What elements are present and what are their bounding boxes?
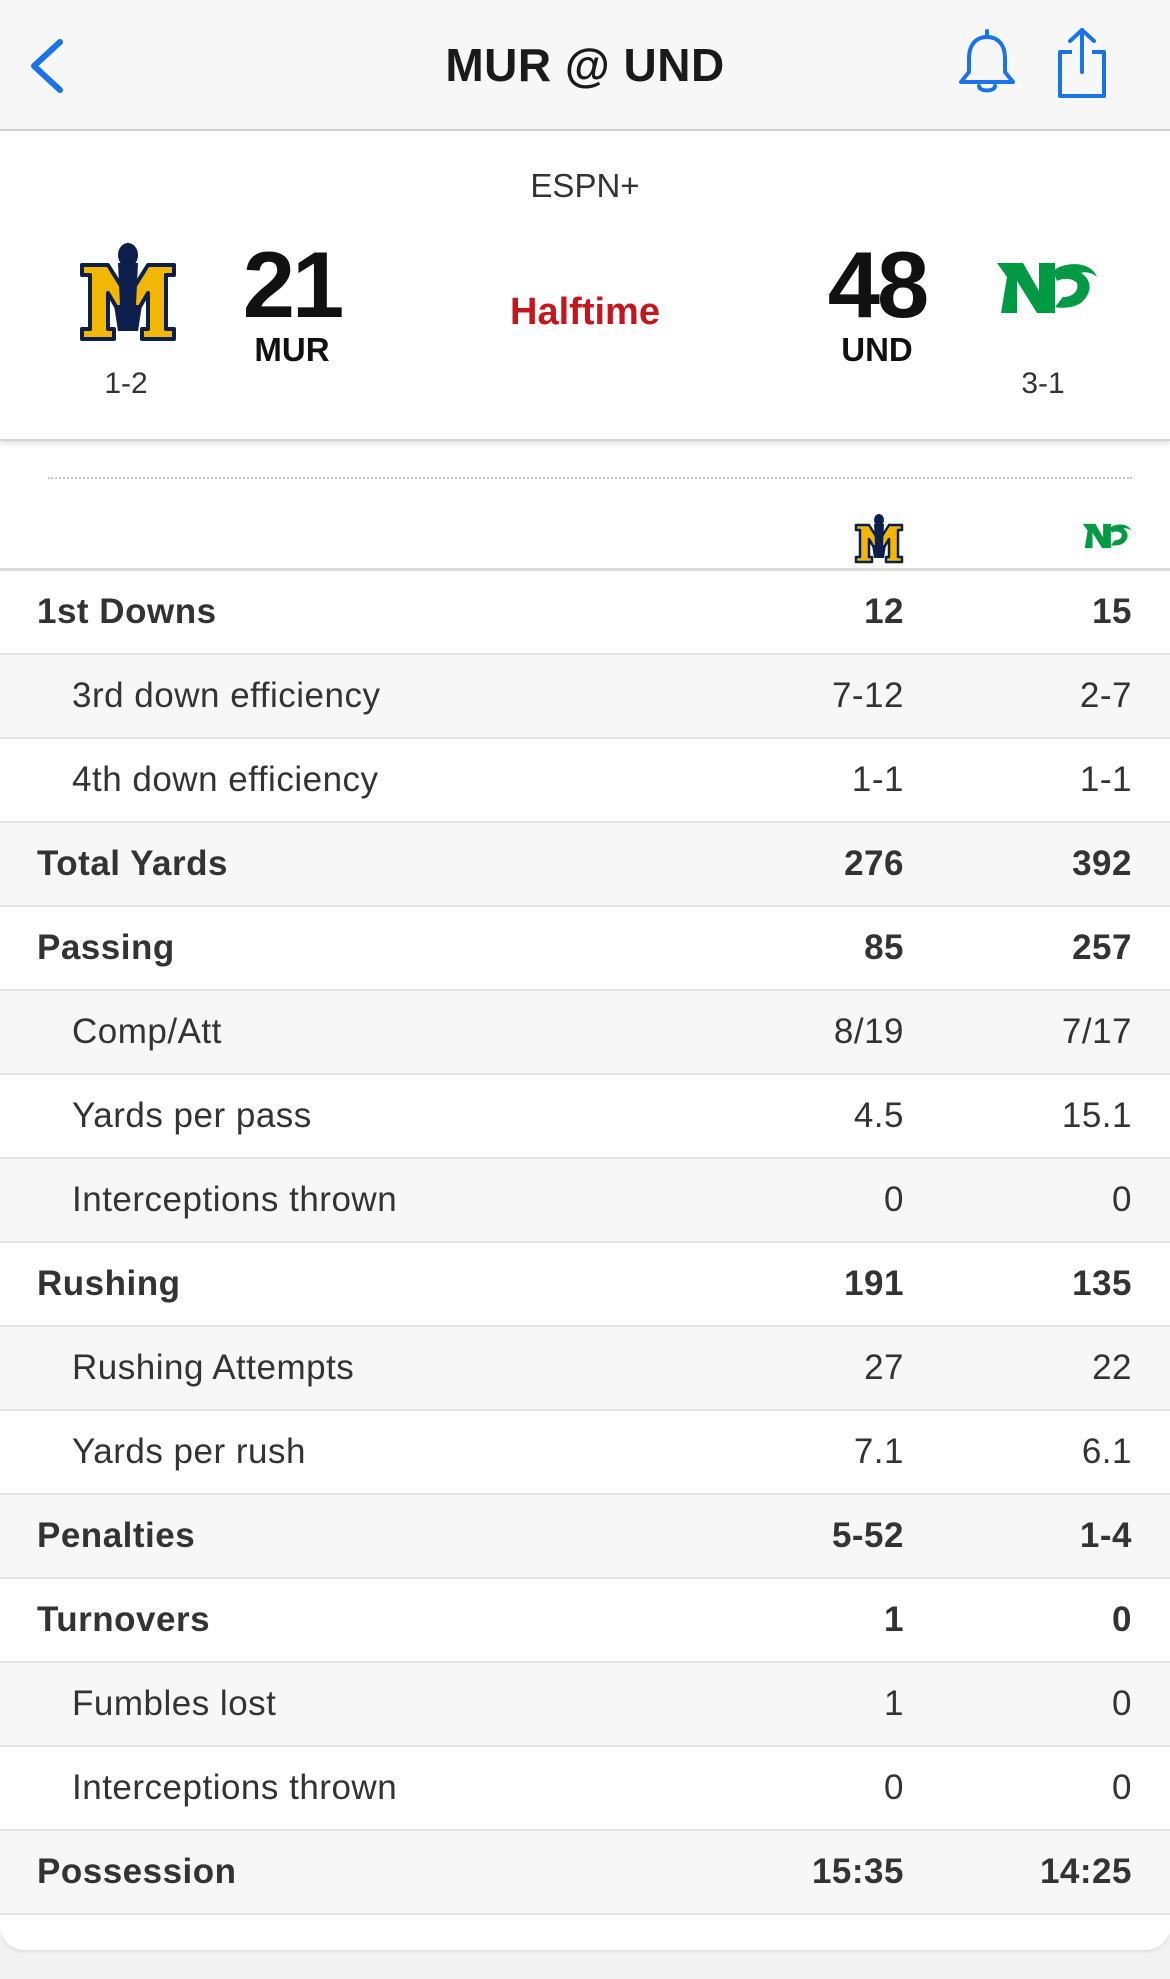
- stat-row-first-downs: 1st Downs 12 15: [0, 571, 1170, 655]
- team-stats-table: 1st Downs 12 15 3rd down efficiency 7-12…: [0, 457, 1170, 1915]
- stat-label: 3rd down efficiency: [72, 676, 381, 715]
- home-stat-value: 2-7: [1079, 676, 1132, 715]
- chevron-left-icon: [31, 39, 63, 93]
- home-stat-value: 257: [1072, 928, 1132, 967]
- away-stat-value: 7-12: [831, 676, 904, 715]
- away-stat-value: 276: [844, 844, 904, 883]
- stat-label: Turnovers: [37, 1600, 211, 1639]
- away-stat-value: 0: [884, 1768, 904, 1807]
- home-column-logo: [1080, 521, 1134, 551]
- away-stat-value: 0: [884, 1180, 904, 1219]
- away-stat-value: 191: [844, 1264, 904, 1303]
- stat-label: Total Yards: [37, 844, 228, 883]
- nav-bar: MUR @ UND: [0, 0, 1170, 131]
- broadcast-network: ESPN+: [530, 167, 640, 204]
- away-stat-value: 8/19: [833, 1012, 904, 1051]
- game-status: Halftime: [510, 291, 660, 333]
- away-stat-value: 4.5: [853, 1096, 904, 1135]
- home-stat-value: 0: [1112, 1600, 1132, 1639]
- stat-label: Rushing: [37, 1264, 181, 1303]
- share-button[interactable]: [1054, 26, 1110, 100]
- stat-row-fourth-down-efficiency: 4th down efficiency 1-1 1-1: [0, 739, 1170, 823]
- home-stat-value: 15: [1092, 592, 1132, 631]
- murray-state-racers-logo-icon: [80, 243, 176, 341]
- home-stat-value: 0: [1112, 1768, 1132, 1807]
- away-stat-value: 12: [864, 592, 904, 631]
- murray-state-logo[interactable]: [78, 235, 178, 347]
- home-stat-value: 14:25: [1039, 1852, 1132, 1891]
- stat-row-fumbles-lost: Fumbles lost 1 0: [0, 1663, 1170, 1747]
- share-icon: [1058, 28, 1106, 98]
- stat-label: Rushing Attempts: [72, 1348, 355, 1387]
- away-team-abbr: MUR: [254, 331, 330, 368]
- stat-row-possession: Possession 15:35 14:25: [0, 1831, 1170, 1915]
- home-stat-value: 1-4: [1079, 1516, 1132, 1555]
- stat-label: Possession: [37, 1852, 237, 1891]
- stat-row-interceptions-thrown: Interceptions thrown 0 0: [0, 1159, 1170, 1243]
- stat-row-turnovers: Turnovers 1 0: [0, 1579, 1170, 1663]
- page-title: MUR @ UND: [445, 39, 725, 91]
- home-stat-value: 22: [1092, 1348, 1132, 1387]
- away-column-logo: [853, 510, 905, 566]
- north-dakota-fighting-hawks-logo-icon: [1082, 523, 1132, 549]
- home-stat-value: 392: [1072, 844, 1132, 883]
- away-stat-value: 1-1: [851, 760, 904, 799]
- away-stat-value: 27: [864, 1348, 904, 1387]
- stat-label: Passing: [37, 928, 175, 967]
- stat-label: Interceptions thrown: [72, 1180, 398, 1219]
- card-bottom-edge: [0, 1920, 1170, 1950]
- stat-row-penalties: Penalties 5-52 1-4: [0, 1495, 1170, 1579]
- away-stat-value: 5-52: [831, 1516, 904, 1555]
- home-stat-value: 135: [1072, 1264, 1132, 1303]
- stat-label: Yards per rush: [72, 1432, 306, 1471]
- home-team-abbr: UND: [841, 331, 913, 368]
- stat-row-total-yards: Total Yards 276 392: [0, 823, 1170, 907]
- away-team-record: 1-2: [104, 367, 148, 400]
- stat-row-rushing: Rushing 191 135: [0, 1243, 1170, 1327]
- home-stat-value: 1-1: [1079, 760, 1132, 799]
- divider: [48, 477, 1132, 479]
- stat-label: Comp/Att: [72, 1012, 222, 1051]
- notifications-button[interactable]: [955, 28, 1019, 98]
- home-stat-value: 0: [1112, 1684, 1132, 1723]
- stat-row-interceptions-thrown-turnovers: Interceptions thrown 0 0: [0, 1747, 1170, 1831]
- murray-state-racers-logo-icon: [854, 514, 904, 564]
- home-team-record: 3-1: [1021, 367, 1065, 400]
- stat-label: 4th down efficiency: [72, 760, 379, 799]
- north-dakota-logo[interactable]: [993, 257, 1101, 319]
- away-stat-value: 15:35: [811, 1852, 904, 1891]
- away-stat-value: 7.1: [853, 1432, 904, 1471]
- stats-header: [0, 457, 1170, 571]
- stat-label: Interceptions thrown: [72, 1768, 398, 1807]
- away-stat-value: 1: [884, 1600, 904, 1639]
- home-stat-value: 0: [1112, 1180, 1132, 1219]
- stat-row-rushing-attempts: Rushing Attempts 27 22: [0, 1327, 1170, 1411]
- home-stat-value: 15.1: [1061, 1096, 1132, 1135]
- north-dakota-fighting-hawks-logo-icon: [997, 263, 1097, 313]
- stat-row-yards-per-pass: Yards per pass 4.5 15.1: [0, 1075, 1170, 1159]
- stat-row-yards-per-rush: Yards per rush 7.1 6.1: [0, 1411, 1170, 1495]
- stat-label: 1st Downs: [37, 592, 217, 631]
- stat-label: Yards per pass: [72, 1096, 312, 1135]
- stat-row-third-down-efficiency: 3rd down efficiency 7-12 2-7: [0, 655, 1170, 739]
- stat-row-passing: Passing 85 257: [0, 907, 1170, 991]
- home-stat-value: 6.1: [1081, 1432, 1132, 1471]
- game-header: ESPN+ 21 MUR 1-2 Halftime 48 UND 3-1: [0, 131, 1170, 441]
- bell-icon: [959, 29, 1015, 93]
- stat-label: Penalties: [37, 1516, 196, 1555]
- stat-label: Fumbles lost: [72, 1684, 277, 1723]
- away-score: 21: [242, 232, 345, 337]
- home-score: 48: [827, 232, 930, 337]
- home-stat-value: 7/17: [1061, 1012, 1132, 1051]
- stat-row-comp-att: Comp/Att 8/19 7/17: [0, 991, 1170, 1075]
- away-stat-value: 85: [864, 928, 904, 967]
- back-button[interactable]: [24, 32, 74, 100]
- away-stat-value: 1: [884, 1684, 904, 1723]
